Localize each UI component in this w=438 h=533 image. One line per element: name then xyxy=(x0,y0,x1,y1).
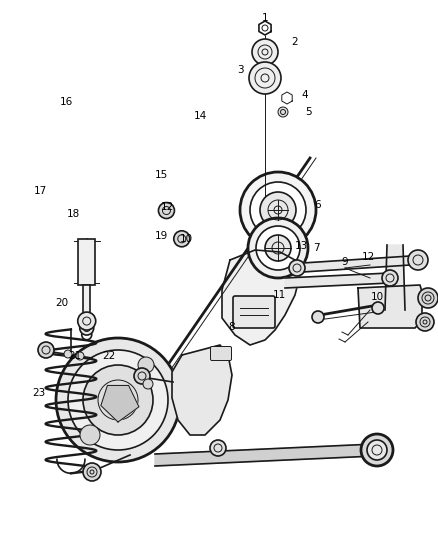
Text: 6: 6 xyxy=(314,200,321,210)
Circle shape xyxy=(78,312,96,330)
Polygon shape xyxy=(285,273,390,288)
Circle shape xyxy=(250,182,306,238)
Circle shape xyxy=(143,379,153,389)
Text: 14: 14 xyxy=(194,111,207,121)
Circle shape xyxy=(56,338,180,462)
Circle shape xyxy=(134,368,150,384)
Text: 1: 1 xyxy=(261,13,268,23)
Text: 10: 10 xyxy=(180,234,193,244)
Text: 9: 9 xyxy=(342,257,348,267)
Circle shape xyxy=(80,321,94,335)
Circle shape xyxy=(252,39,278,65)
Circle shape xyxy=(64,350,72,358)
Circle shape xyxy=(82,330,92,340)
Polygon shape xyxy=(155,444,375,466)
Text: 20: 20 xyxy=(56,298,69,308)
FancyBboxPatch shape xyxy=(233,296,275,328)
Polygon shape xyxy=(83,285,90,324)
Circle shape xyxy=(38,342,54,358)
FancyBboxPatch shape xyxy=(211,346,232,360)
Circle shape xyxy=(408,250,428,270)
Text: 2: 2 xyxy=(292,37,298,47)
Polygon shape xyxy=(259,21,271,35)
Circle shape xyxy=(138,357,154,373)
Circle shape xyxy=(361,434,393,466)
Circle shape xyxy=(174,231,190,247)
Text: 10: 10 xyxy=(371,293,384,302)
Text: 7: 7 xyxy=(313,243,319,253)
Text: 4: 4 xyxy=(302,90,308,100)
Circle shape xyxy=(240,172,316,248)
Text: 22: 22 xyxy=(102,351,115,361)
Circle shape xyxy=(382,270,398,286)
Polygon shape xyxy=(358,285,422,328)
Text: 23: 23 xyxy=(32,389,45,398)
Circle shape xyxy=(278,107,288,117)
Polygon shape xyxy=(295,255,418,272)
Text: 21: 21 xyxy=(69,351,82,361)
Circle shape xyxy=(159,203,174,219)
Polygon shape xyxy=(385,245,405,310)
Polygon shape xyxy=(222,250,300,345)
Text: 17: 17 xyxy=(34,186,47,196)
Polygon shape xyxy=(282,92,292,104)
Text: 12: 12 xyxy=(161,202,174,212)
Text: 15: 15 xyxy=(155,170,168,180)
Text: 12: 12 xyxy=(362,252,375,262)
Polygon shape xyxy=(78,239,95,285)
Circle shape xyxy=(249,62,281,94)
Text: 3: 3 xyxy=(237,65,244,75)
Circle shape xyxy=(68,350,168,450)
Text: 5: 5 xyxy=(305,107,311,117)
Text: 11: 11 xyxy=(273,290,286,300)
Text: 13: 13 xyxy=(295,241,308,251)
Circle shape xyxy=(83,365,153,435)
Circle shape xyxy=(418,288,438,308)
Circle shape xyxy=(83,463,101,481)
Circle shape xyxy=(80,425,100,445)
Circle shape xyxy=(372,302,384,314)
Circle shape xyxy=(416,313,434,331)
Polygon shape xyxy=(101,385,139,422)
Circle shape xyxy=(210,440,226,456)
Circle shape xyxy=(265,235,291,261)
Circle shape xyxy=(367,440,387,460)
Polygon shape xyxy=(172,345,232,435)
Circle shape xyxy=(312,311,324,323)
Text: 16: 16 xyxy=(60,98,73,107)
Circle shape xyxy=(289,260,305,276)
Circle shape xyxy=(248,218,308,278)
Text: 18: 18 xyxy=(67,209,80,219)
Circle shape xyxy=(76,352,84,360)
Circle shape xyxy=(260,192,296,228)
Text: 19: 19 xyxy=(155,231,168,240)
Circle shape xyxy=(256,226,300,270)
Text: 8: 8 xyxy=(229,322,235,332)
